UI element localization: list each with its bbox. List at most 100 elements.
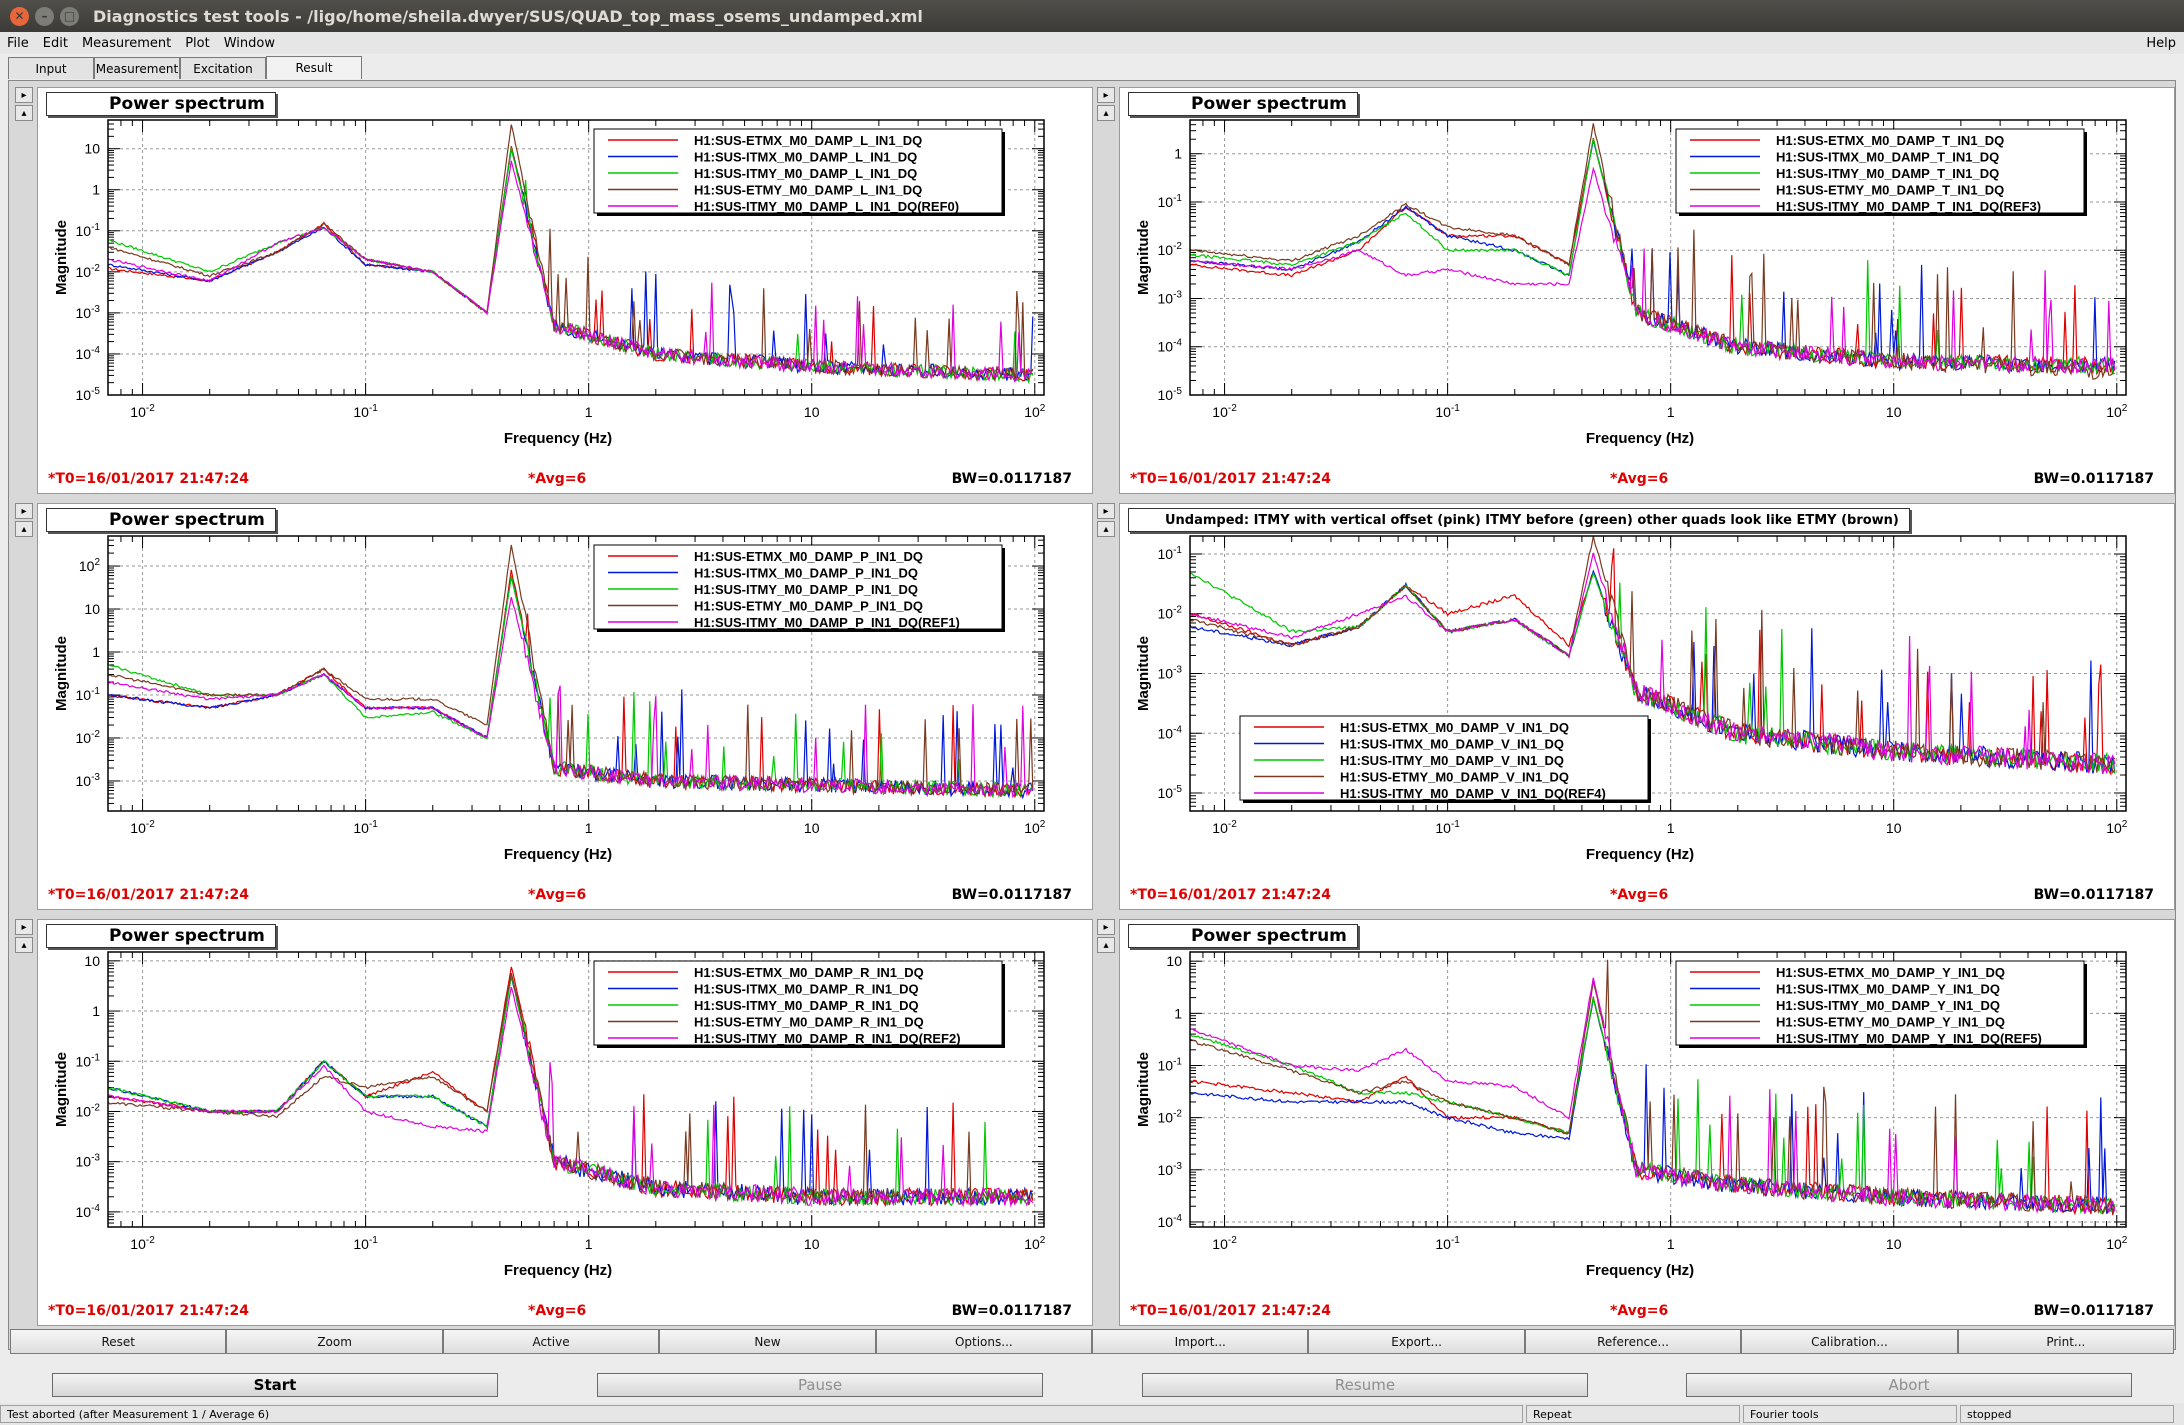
- spectrum-plot[interactable]: 10-2 10-1 1 10 102 10-3 10-2 10-1 1 10 102 Frequenc…: [38, 504, 1094, 911]
- abort-button[interactable]: Abort: [1686, 1373, 2132, 1397]
- new-button[interactable]: New: [659, 1329, 876, 1354]
- legend-label: H1:SUS-ETMY_M0_DAMP_T_IN1_DQ: [1776, 183, 2004, 198]
- collapse-arrow-icon[interactable]: ▴: [1097, 937, 1115, 953]
- series-line: [107, 986, 1034, 1208]
- spectrum-plot[interactable]: 10-2 10-1 1 10 102 10-5 10-4 10-3 10-2 10-1 1 Frequ…: [1120, 88, 2176, 495]
- plot-frame: [107, 951, 1045, 1228]
- t0-label: *T0=16/01/2017 21:47:24: [48, 471, 250, 487]
- collapse-arrow-icon[interactable]: ▴: [1097, 105, 1115, 121]
- y-tick-label: 10-5: [1158, 386, 1183, 403]
- x-tick-label: 10-2: [1212, 1235, 1237, 1252]
- plot-pad-3[interactable]: Power spectrum 10-2 10-1 1 10 102 10-3 10-2 10-…: [37, 503, 1093, 910]
- plot-pad-6[interactable]: Power spectrum 10-2 10-1 1 10 102 10-4 10-3 10-…: [1119, 919, 2175, 1326]
- avg-label: *Avg=6: [1610, 1303, 1669, 1319]
- legend-label: H1:SUS-ITMX_M0_DAMP_V_IN1_DQ: [1340, 737, 1564, 752]
- legend-label: H1:SUS-ITMY_M0_DAMP_P_IN1_DQ: [694, 582, 918, 597]
- x-tick-label: 102: [2106, 1235, 2128, 1252]
- expand-arrow-icon[interactable]: ▸: [1097, 503, 1115, 519]
- window-titlebar: ✕ – □ Diagnostics test tools - /ligo/hom…: [0, 0, 2184, 32]
- y-tick-label: 10-1: [76, 222, 101, 239]
- expand-arrow-icon[interactable]: ▸: [15, 503, 33, 519]
- menu-help[interactable]: Help: [2146, 35, 2176, 51]
- series-line: [107, 124, 1033, 383]
- bw-label: BW=0.0117187: [951, 887, 1072, 903]
- active-button[interactable]: Active: [442, 1329, 660, 1354]
- tab-excitation[interactable]: Excitation: [180, 57, 266, 79]
- plot-pad-1[interactable]: Power spectrum 10-2 10-1 1 10 102 10-5 10-4 10-…: [37, 87, 1093, 494]
- y-tick-label: 10-4: [76, 345, 101, 362]
- tab-measurement[interactable]: Measurement: [94, 57, 180, 79]
- menu-plot[interactable]: Plot: [185, 35, 210, 51]
- spectrum-plot[interactable]: 10-2 10-1 1 10 102 10-5 10-4 10-3 10-2 10-1 1 10 Fre…: [38, 88, 1094, 495]
- menu-edit[interactable]: Edit: [42, 35, 68, 51]
- collapse-arrow-icon[interactable]: ▴: [15, 105, 33, 121]
- reference-button[interactable]: Reference...: [1524, 1329, 1742, 1354]
- export-button[interactable]: Export...: [1308, 1329, 1525, 1354]
- y-tick-label: 10-1: [1158, 545, 1183, 562]
- avg-label: *Avg=6: [1610, 887, 1669, 903]
- legend-label: H1:SUS-ETMY_M0_DAMP_P_IN1_DQ: [694, 599, 923, 614]
- maximize-window-button[interactable]: □: [60, 6, 79, 26]
- y-tick-label: 10-4: [76, 1203, 101, 1220]
- menu-measurement[interactable]: Measurement: [81, 35, 172, 51]
- collapse-arrow-icon[interactable]: ▴: [15, 521, 33, 537]
- zoom-button[interactable]: Zoom: [226, 1329, 443, 1354]
- expand-arrow-icon[interactable]: ▸: [1097, 919, 1115, 935]
- menu-window[interactable]: Window: [223, 35, 275, 51]
- x-tick-label: 1: [585, 1236, 593, 1252]
- expand-arrow-icon[interactable]: ▸: [15, 87, 33, 103]
- legend-label: H1:SUS-ETMY_M0_DAMP_V_IN1_DQ: [1340, 770, 1569, 785]
- t0-label: *T0=16/01/2017 21:47:24: [1130, 887, 1332, 903]
- tab-input[interactable]: Input: [8, 57, 94, 79]
- close-window-button[interactable]: ✕: [10, 6, 29, 26]
- x-tick-label: 10-1: [1435, 403, 1460, 420]
- spectrum-plot[interactable]: 10-2 10-1 1 10 102 10-5 10-4 10-3 10-2 10-1 Freque…: [1120, 504, 2176, 911]
- legend-label: H1:SUS-ITMX_M0_DAMP_R_IN1_DQ: [694, 982, 919, 997]
- reset-button[interactable]: Reset: [10, 1329, 227, 1354]
- expand-arrow-icon[interactable]: ▸: [1097, 87, 1115, 103]
- plot-pad-2[interactable]: Power spectrum 10-2 10-1 1 10 102 10-5 10-4 10-…: [1119, 87, 2175, 494]
- pad-footer: *T0=16/01/2017 21:47:24 *Avg=6 BW=0.0117…: [1130, 1301, 2154, 1321]
- series-line: [1189, 166, 2116, 375]
- pad-4-controls: ▸ ▴: [1097, 503, 1115, 539]
- menu-file[interactable]: File: [7, 35, 29, 51]
- spectrum-plot[interactable]: 10-2 10-1 1 10 102 10-4 10-3 10-2 10-1 1 10 Frequen…: [1120, 920, 2176, 1327]
- start-button[interactable]: Start: [52, 1373, 498, 1397]
- resume-button[interactable]: Resume: [1142, 1373, 1588, 1397]
- y-tick-label: 10-2: [1158, 241, 1183, 258]
- pause-button[interactable]: Pause: [597, 1373, 1043, 1397]
- series-group: [107, 160, 1033, 383]
- plot-pad-5[interactable]: Power spectrum 10-2 10-1 1 10 102 10-4 10-3 10-…: [37, 919, 1093, 1326]
- x-tick-label: 10: [804, 1236, 820, 1252]
- legend-label: H1:SUS-ETMX_M0_DAMP_R_IN1_DQ: [694, 965, 924, 980]
- pad-footer: *T0=16/01/2017 21:47:24 *Avg=6 BW=0.0117…: [1130, 469, 2154, 489]
- plot-pad-4[interactable]: Undamped: ITMY with vertical offset (pin…: [1119, 503, 2175, 910]
- pad-title: Power spectrum: [46, 924, 276, 948]
- tab-result[interactable]: Result: [266, 56, 362, 79]
- y-tick-label: 10-3: [1158, 289, 1183, 306]
- y-tick-label: 102: [79, 557, 101, 574]
- legend-label: H1:SUS-ITMY_M0_DAMP_R_IN1_DQ(REF2): [694, 1031, 961, 1046]
- calibration-button[interactable]: Calibration...: [1741, 1329, 1958, 1354]
- x-tick-label: 10-1: [353, 819, 378, 836]
- x-tick-label: 10: [804, 404, 820, 420]
- series-group: [1189, 959, 2116, 1215]
- spectrum-plot[interactable]: 10-2 10-1 1 10 102 10-4 10-3 10-2 10-1 1 10 Frequen…: [38, 920, 1094, 1327]
- x-tick-label: 10: [804, 820, 820, 836]
- pad-5-controls: ▸ ▴: [15, 919, 33, 955]
- x-tick-label: 102: [1024, 1235, 1046, 1252]
- y-tick-label: 1: [1174, 146, 1182, 162]
- series-group: [107, 972, 1034, 1208]
- collapse-arrow-icon[interactable]: ▴: [15, 937, 33, 953]
- series-line: [1189, 977, 2116, 1214]
- minimize-window-button[interactable]: –: [35, 6, 54, 26]
- legend-label: H1:SUS-ITMY_M0_DAMP_V_IN1_DQ: [1340, 753, 1564, 768]
- collapse-arrow-icon[interactable]: ▴: [1097, 521, 1115, 537]
- x-tick-label: 102: [2106, 819, 2128, 836]
- plot-frame: [107, 119, 1045, 396]
- print-button[interactable]: Print...: [1957, 1329, 2175, 1354]
- legend-label: H1:SUS-ETMY_M0_DAMP_L_IN1_DQ: [694, 183, 922, 198]
- options-button[interactable]: Options...: [875, 1329, 1093, 1354]
- import-button[interactable]: Import...: [1092, 1329, 1309, 1354]
- expand-arrow-icon[interactable]: ▸: [15, 919, 33, 935]
